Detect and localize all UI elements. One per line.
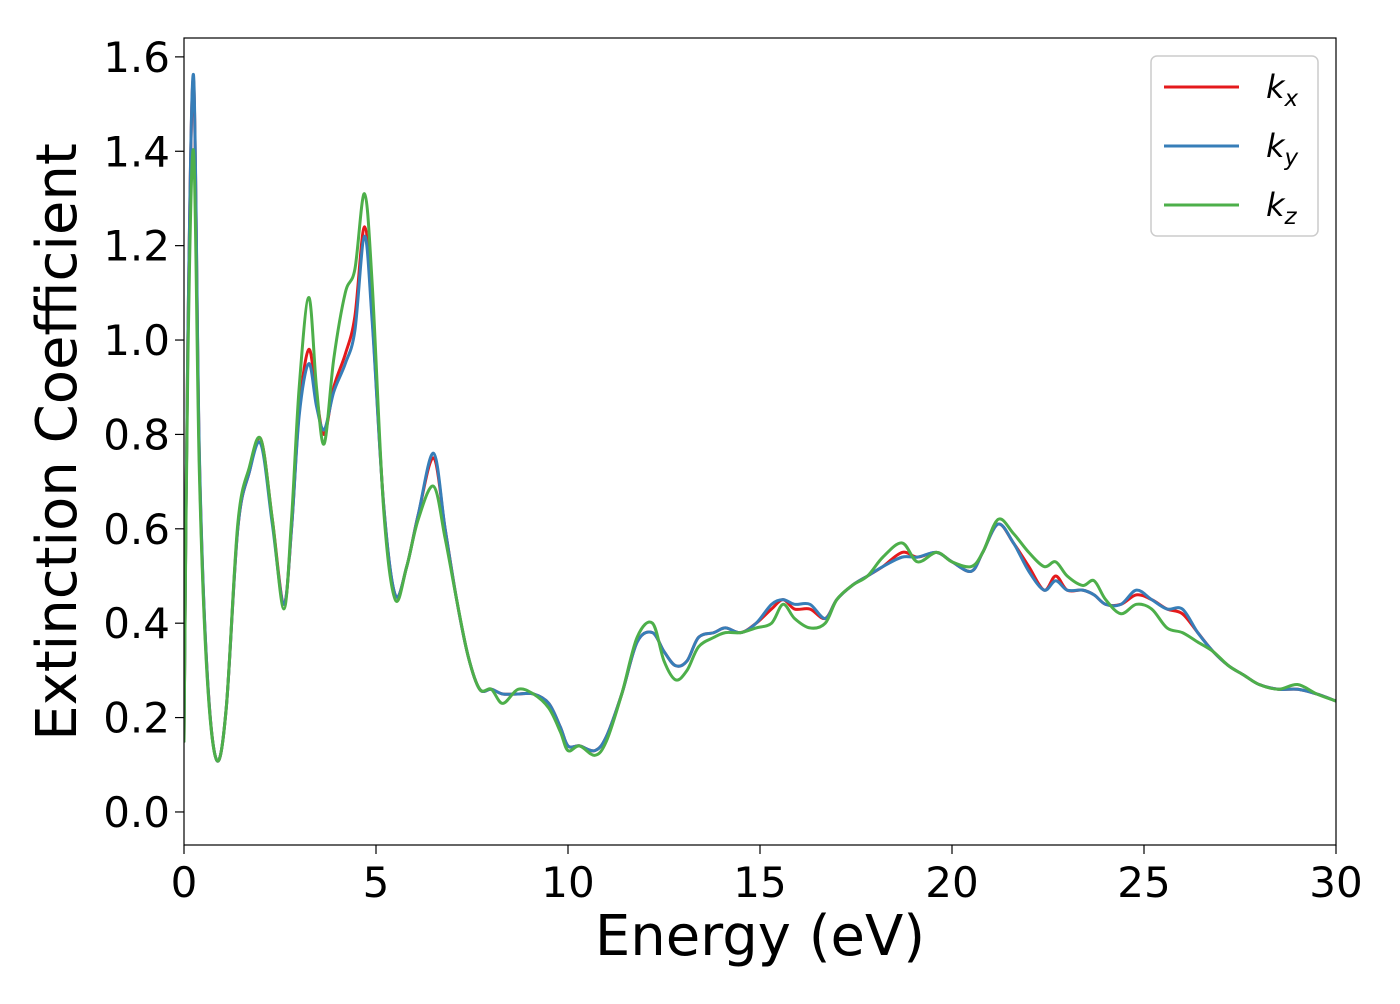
plot-area	[184, 72, 1336, 763]
x-tick-label: 25	[1117, 858, 1170, 907]
y-tick-label: 1.2	[103, 222, 170, 271]
x-tick-label: 30	[1309, 858, 1362, 907]
y-tick-label: 0.0	[103, 788, 170, 837]
axes: 0 5 10 15 20 25 30 0.0 0.2 0.4 0.6 0.8 1.0 1.2 1.4 1.6	[103, 33, 1363, 907]
x-tick-label: 0	[171, 858, 198, 907]
y-axis-label: Extinction Coefficient	[25, 143, 90, 741]
series-line-kz	[184, 148, 1336, 763]
x-tick-label: 10	[541, 858, 594, 907]
legend-label-kz: kz	[1266, 186, 1298, 230]
x-tick-label: 5	[363, 858, 390, 907]
y-tick-label: 0.8	[103, 410, 170, 459]
y-tick-label: 0.4	[103, 599, 170, 648]
y-tick-label: 1.4	[103, 127, 170, 176]
y-tick-label: 0.2	[103, 694, 170, 743]
x-tick-label: 15	[733, 858, 786, 907]
legend-label-kx: kx	[1266, 68, 1299, 112]
x-tick-label: 20	[925, 858, 978, 907]
legend-label-ky: ky	[1266, 127, 1299, 171]
x-axis-label: Energy (eV)	[595, 904, 925, 969]
y-tick-label: 0.6	[103, 505, 170, 554]
y-tick-label: 1.0	[103, 316, 170, 365]
y-tick-label: 1.6	[103, 33, 170, 82]
legend: kx ky kz	[1150, 55, 1319, 237]
